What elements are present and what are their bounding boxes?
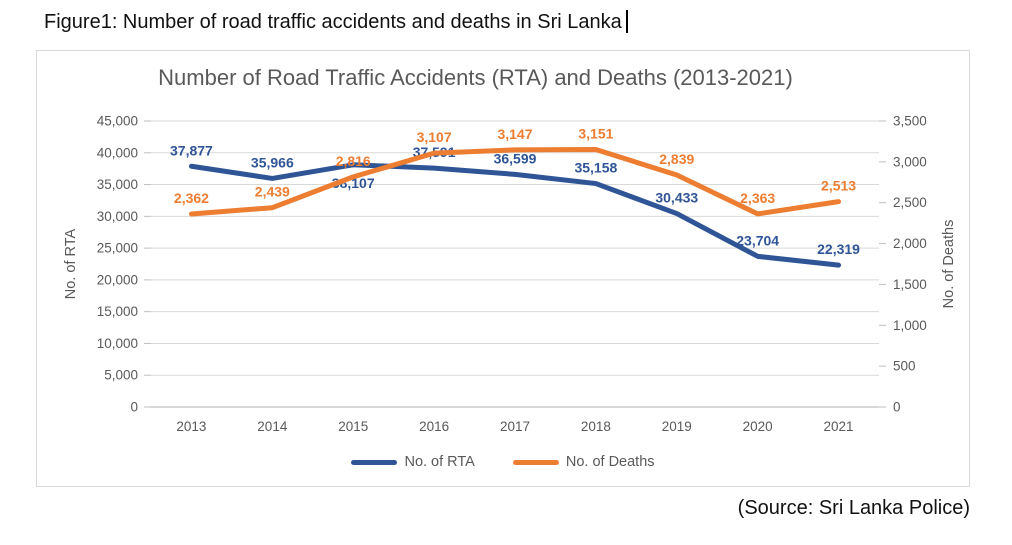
x-axis-tick-label: 2015: [338, 419, 368, 434]
x-axis-tick-label: 2014: [257, 419, 288, 434]
deaths-line-swatch: [512, 459, 559, 465]
legend-label-deaths: No. of Deaths: [565, 454, 655, 470]
data-label: 3,147: [497, 126, 532, 142]
left-axis-tick-label: 5,000: [104, 368, 138, 383]
right-axis-tick-label: 500: [893, 359, 916, 374]
left-axis-title: No. of RTA: [63, 228, 79, 299]
right-axis-tick-label: 3,500: [893, 114, 927, 129]
legend-item-rta: No. of RTA: [351, 454, 475, 470]
right-axis-title: No. of Deaths: [941, 220, 957, 309]
right-axis-tick-label: 0: [893, 400, 901, 415]
data-label: 3,107: [417, 129, 452, 145]
legend-item-deaths: No. of Deaths: [512, 454, 655, 470]
data-label: 22,319: [817, 241, 860, 257]
data-label: 2,513: [821, 178, 856, 194]
chart-container[interactable]: 0 5,000 10,000 15,000 20,000 25,000 30,000 35,0…: [36, 50, 970, 487]
legend-label-rta: No. of RTA: [404, 454, 475, 470]
left-axis-tick-label: 40,000: [97, 145, 138, 160]
right-axis-tick-label: 1,000: [893, 318, 927, 333]
right-axis-tick-label: 2,500: [893, 195, 927, 210]
series-line-no-of-deaths: [188, 147, 842, 217]
x-axis-tick-label: 2016: [419, 419, 449, 434]
data-label: 35,966: [251, 154, 294, 170]
left-axis-tick-label: 45,000: [97, 114, 138, 129]
source-text[interactable]: (Source: Sri Lanka Police): [737, 497, 970, 519]
x-axis-tick-label: 2018: [581, 419, 611, 434]
right-axis-tick-label: 2,000: [893, 236, 927, 251]
figure-caption[interactable]: Figure1: Number of road traffic accident…: [44, 10, 628, 34]
x-axis-tick-label: 2017: [500, 419, 530, 434]
left-axis-tick-label: 30,000: [97, 209, 138, 224]
data-label: 37,877: [170, 142, 213, 158]
right-axis-tick-label: 1,500: [893, 277, 927, 292]
data-label: 35,158: [574, 160, 617, 176]
data-label: 23,704: [736, 232, 779, 248]
x-axis-tick-label: 2013: [176, 419, 206, 434]
rta-line-swatch: [351, 459, 398, 465]
left-axis-tick-label: 15,000: [97, 304, 138, 319]
x-axis-tick-label: 2021: [824, 419, 854, 434]
left-axis-tick-label: 20,000: [97, 272, 138, 287]
data-label: 2,816: [336, 153, 371, 169]
data-label: 3,151: [578, 126, 613, 142]
line-chart: 0 5,000 10,000 15,000 20,000 25,000 30,000 35,0…: [63, 114, 957, 435]
data-label: 2,439: [255, 184, 290, 200]
data-label: 2,362: [174, 190, 209, 206]
data-label: 2,839: [659, 151, 694, 167]
chart-legend: No. of RTA No. of Deaths: [37, 454, 969, 470]
data-label: 2,363: [740, 190, 775, 206]
left-axis-tick-label: 25,000: [97, 241, 138, 256]
left-axis-tick-label: 35,000: [97, 177, 138, 192]
right-axis-tick-label: 3,000: [893, 154, 927, 169]
text-cursor: [625, 10, 628, 33]
left-axis-tick-label: 10,000: [97, 336, 138, 351]
x-axis-tick-label: 2020: [743, 419, 773, 434]
left-axis-tick-label: 0: [130, 400, 138, 415]
data-label: 30,433: [655, 190, 698, 206]
data-label: 36,599: [494, 150, 537, 166]
series-line-no-of-rta: [188, 162, 842, 268]
x-axis-tick-label: 2019: [662, 419, 692, 434]
figure-caption-text: Figure1: Number of road traffic accident…: [44, 11, 622, 33]
chart-title: Number of Road Traffic Accidents (RTA) a…: [158, 65, 793, 90]
